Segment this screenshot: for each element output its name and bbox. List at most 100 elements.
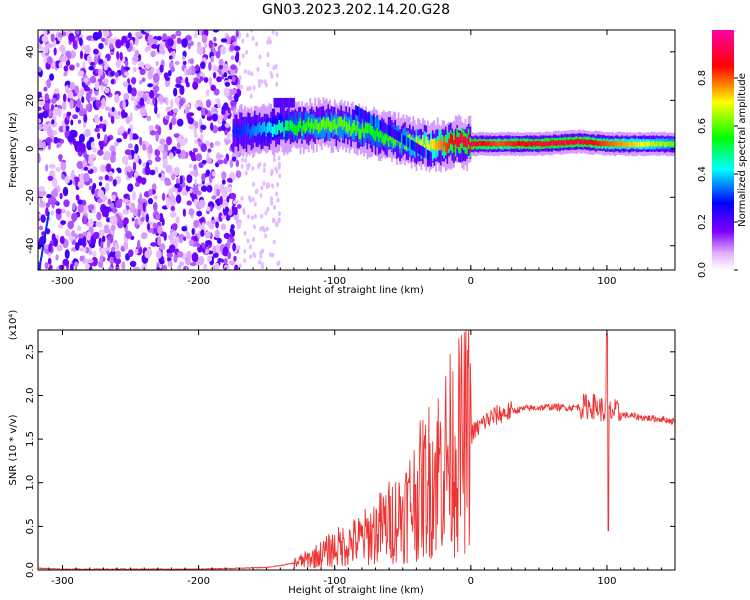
x-tick-label: -100 [323, 576, 346, 587]
noise-blob [215, 221, 220, 229]
noise-blob [179, 85, 185, 96]
noise-blob [114, 242, 120, 250]
ridge-cell [523, 141, 526, 147]
x-tick-label: 0 [468, 576, 474, 587]
ridge-cell [525, 141, 527, 147]
noise-blob [65, 229, 70, 237]
noise-blob [252, 224, 256, 230]
ridge-cell [521, 140, 524, 146]
ridge-cell [268, 121, 271, 142]
noise-blob [195, 30, 199, 36]
ridge-cell [410, 139, 413, 150]
noise-blob [83, 77, 89, 83]
ridge-cell [294, 125, 297, 136]
noise-blob [77, 119, 82, 124]
ridge-cell [621, 141, 624, 147]
noise-blob [251, 35, 255, 41]
noise-blob [96, 211, 102, 221]
noise-blob [77, 70, 85, 77]
ridge-cell [335, 113, 338, 134]
ridge-cell [557, 139, 560, 145]
ridge-cell [373, 129, 375, 140]
y-tick-label: 0 [25, 146, 36, 152]
ridge-cell [366, 123, 369, 134]
noise-blob [152, 222, 158, 229]
ridge-cell [639, 141, 642, 147]
ridge-cell [543, 141, 545, 147]
ridge-cell [351, 123, 354, 134]
ridge-cell [425, 148, 428, 159]
noise-blob [172, 108, 179, 113]
ridge-cell [378, 119, 380, 130]
noise-blob [156, 35, 162, 41]
noise-blob [107, 37, 114, 44]
noise-blob [201, 222, 205, 231]
noise-blob [115, 59, 121, 69]
noise-blob [244, 157, 248, 163]
noise-blob [169, 122, 173, 131]
ridge-cell [275, 125, 277, 136]
noise-blob [127, 84, 132, 94]
ridge-cell [619, 141, 622, 147]
ridge-cell [376, 127, 379, 148]
noise-blob [146, 115, 152, 122]
snr-series-line [38, 330, 675, 570]
ridge-cell [515, 141, 517, 147]
noise-blob [175, 194, 182, 204]
noise-blob [98, 68, 103, 77]
ridge-cell [389, 126, 392, 137]
noise-blob [199, 76, 204, 82]
noise-blob [102, 156, 108, 161]
noise-blob [252, 251, 256, 257]
noise-blob [238, 263, 242, 269]
noise-blob [47, 43, 54, 48]
noise-blob [70, 119, 74, 126]
noise-blob [95, 221, 100, 227]
ridge-cell [342, 119, 344, 130]
noise-blob [191, 185, 199, 195]
noise-blob [77, 237, 85, 246]
noise-blob [169, 200, 174, 206]
ridge-cell [273, 97, 276, 108]
noise-blob [169, 244, 176, 253]
noise-blob [39, 196, 43, 204]
noise-blob [154, 166, 159, 174]
noise-blob [66, 111, 72, 117]
noise-blob [223, 264, 230, 270]
ridge-cell [381, 121, 384, 132]
noise-blob [140, 177, 147, 185]
ridge-cell [356, 121, 359, 132]
noise-blob [224, 206, 229, 213]
noise-blob [246, 86, 250, 92]
ridge-cell [567, 140, 570, 146]
noise-blob [97, 189, 105, 198]
noise-blob [38, 43, 42, 49]
noise-blob [122, 81, 129, 88]
noise-blob [79, 255, 85, 262]
noise-blob [171, 146, 177, 151]
ridge-cell [386, 124, 388, 135]
noise-blob [111, 106, 115, 112]
ridge-cell [338, 119, 341, 140]
noise-blob [270, 196, 273, 202]
noise-blob [122, 209, 128, 215]
noise-blob [170, 66, 175, 73]
noise-blob [109, 250, 117, 258]
ridge-cell [431, 138, 434, 150]
ridge-cell [511, 141, 514, 147]
noise-blob [272, 156, 276, 162]
noise-blob [149, 130, 156, 136]
noise-blob [212, 245, 216, 254]
noise-blob [123, 217, 129, 225]
ridge-cell [399, 138, 401, 149]
ridge-cell [422, 146, 424, 157]
noise-blob [52, 187, 59, 198]
edge-track [44, 233, 47, 237]
noise-blob [83, 114, 88, 123]
noise-blob [240, 163, 244, 169]
ridge-cell [235, 123, 238, 134]
snr-frame [37, 329, 676, 571]
ridge-cell [306, 121, 308, 132]
noise-blob [163, 158, 168, 167]
